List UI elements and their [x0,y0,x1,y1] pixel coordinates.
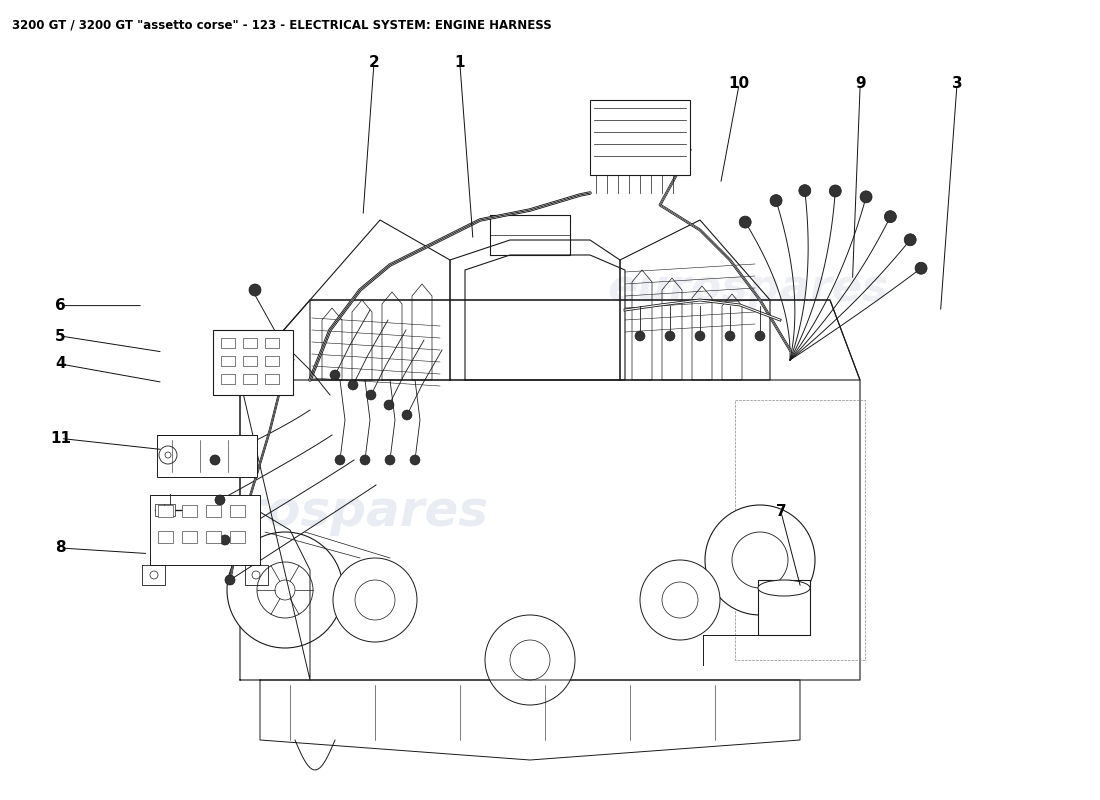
Bar [157,435,257,477]
Circle shape [252,571,260,579]
Circle shape [355,580,395,620]
Bar [206,531,221,543]
Bar [182,505,197,517]
Circle shape [214,495,225,505]
Bar [265,356,279,366]
Text: 5: 5 [55,329,66,343]
Bar [213,330,293,395]
Bar [735,400,865,660]
Bar [265,374,279,384]
Circle shape [410,455,420,465]
Text: 2: 2 [368,55,379,70]
Circle shape [510,640,550,680]
Circle shape [165,452,170,458]
Circle shape [249,284,261,296]
Text: 3200 GT / 3200 GT "assetto corse" - 123 - ELECTRICAL SYSTEM: ENGINE HARNESS: 3200 GT / 3200 GT "assetto corse" - 123 … [12,18,552,31]
Circle shape [348,380,358,390]
Circle shape [662,582,698,618]
Bar [590,100,690,175]
Circle shape [799,185,811,197]
Circle shape [330,370,340,380]
Circle shape [366,390,376,400]
Bar [221,374,235,384]
Circle shape [257,562,314,618]
Circle shape [227,532,343,648]
Circle shape [385,455,395,465]
Text: 8: 8 [55,541,66,555]
Circle shape [220,535,230,545]
Circle shape [755,331,764,341]
Text: eurospares: eurospares [172,488,488,536]
Text: 4: 4 [55,357,66,371]
Bar [158,505,173,517]
Circle shape [640,560,720,640]
Circle shape [150,571,158,579]
Circle shape [485,615,575,705]
Text: 1: 1 [454,55,465,70]
Bar [265,338,279,348]
Circle shape [705,505,815,615]
Circle shape [770,194,782,206]
Bar [155,504,164,516]
Circle shape [732,532,788,588]
Text: 9: 9 [855,77,866,91]
Bar [221,338,235,348]
Bar [243,374,257,384]
Circle shape [666,331,675,341]
Circle shape [884,210,896,222]
Text: eurospares: eurospares [607,266,889,310]
Bar [243,338,257,348]
Text: 7: 7 [776,505,786,519]
Circle shape [210,455,220,465]
Bar [164,504,175,516]
Circle shape [725,331,735,341]
Bar [221,356,235,366]
Circle shape [360,455,370,465]
Text: 3: 3 [952,77,962,91]
Circle shape [695,331,705,341]
Circle shape [739,216,751,228]
Text: 6: 6 [55,298,66,313]
Bar [230,531,245,543]
Circle shape [160,446,177,464]
Bar [206,505,221,517]
Circle shape [336,455,345,465]
Circle shape [904,234,916,246]
Bar [182,531,197,543]
Circle shape [333,558,417,642]
Text: 10: 10 [728,77,750,91]
Circle shape [635,331,645,341]
Circle shape [915,262,927,274]
Circle shape [384,400,394,410]
Bar [230,505,245,517]
Circle shape [829,185,842,197]
Bar [243,356,257,366]
Ellipse shape [758,580,810,596]
Circle shape [860,191,872,203]
Bar [150,495,260,565]
Text: 11: 11 [50,431,72,446]
Bar [758,580,810,635]
Circle shape [402,410,412,420]
Circle shape [226,575,235,585]
Bar [158,531,173,543]
Circle shape [275,580,295,600]
